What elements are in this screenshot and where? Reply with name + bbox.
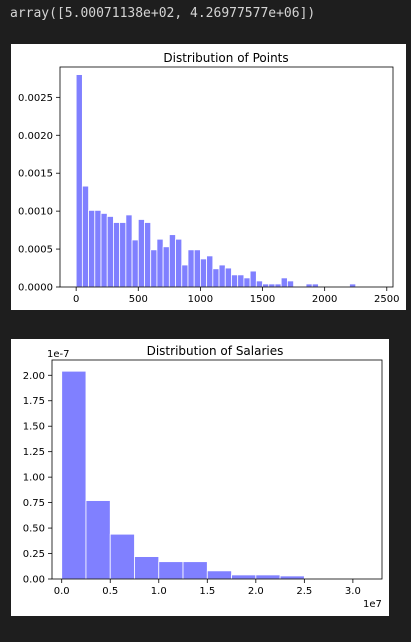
histogram-bar	[113, 222, 121, 288]
histogram-bar	[280, 277, 288, 288]
bars-group	[61, 370, 305, 580]
chart-title: Distribution of Salaries	[147, 344, 284, 358]
plot-frame	[51, 359, 383, 580]
histogram-bar	[109, 533, 135, 580]
histogram-bar	[262, 283, 270, 288]
histogram-bar	[200, 258, 208, 288]
y-tick-label: 0.50	[23, 524, 45, 535]
bars-group	[75, 74, 357, 288]
histogram-bar	[137, 219, 145, 288]
histogram-bar	[279, 575, 305, 580]
histogram-bar	[255, 574, 281, 580]
histogram-bar	[187, 249, 195, 288]
y-tick-label: 1.00	[23, 473, 45, 484]
histogram-bar	[286, 280, 294, 288]
y-tick-label: 0.00	[23, 575, 45, 586]
histogram-bar	[81, 185, 89, 288]
x-tick-label: 1.0	[151, 586, 167, 597]
histogram-bar	[206, 570, 232, 580]
histogram-bar	[224, 267, 232, 288]
histogram-bar	[212, 268, 220, 288]
y-tick-label: 1.75	[23, 396, 45, 407]
histogram-bar	[349, 283, 357, 288]
plot-frame	[59, 66, 394, 288]
histogram-bar	[274, 283, 282, 288]
histogram-bar	[231, 274, 239, 288]
y-tick-label: 0.0025	[18, 93, 53, 104]
histogram-bar	[144, 222, 152, 288]
y-tick-label: 1.50	[23, 422, 45, 433]
histogram-bar	[182, 561, 208, 580]
histogram-bar	[181, 264, 189, 288]
y-tick-label: 0.0000	[18, 283, 53, 294]
histogram-bar	[218, 264, 226, 288]
histogram-bar	[311, 283, 319, 288]
x-tick-label: 1.5	[199, 586, 215, 597]
histogram-bar	[243, 277, 251, 288]
histogram-bar	[175, 238, 183, 288]
y-tick-label: 0.0010	[18, 207, 53, 218]
cell-output-text: array([5.00071138e+02, 4.26977577e+06])	[10, 6, 316, 21]
y-tick-label: 0.0005	[18, 245, 53, 256]
axes-group: 0.00 0.25 0.50 0.75 1.00 1.25 1.50 1.75 2.00 0.0 0…	[23, 359, 383, 597]
histogram-bar	[231, 574, 257, 580]
x-tick-label: 1500	[250, 294, 275, 305]
x-tick-label: 0.0	[54, 586, 70, 597]
y-tick-label: 0.0015	[18, 169, 53, 180]
x-tick-label: 2.0	[248, 586, 264, 597]
y-tick-label: 2.00	[23, 371, 45, 382]
salaries-histogram-svg: Distribution of Salaries 1e-7 1e7 0.000.…	[23, 344, 383, 610]
histogram-bar	[131, 239, 139, 288]
histogram-bar	[100, 213, 108, 288]
x-axis-offset-label: 1e7	[363, 599, 382, 610]
x-tick-label: 1000	[188, 294, 213, 305]
x-tick-label: 500	[129, 294, 148, 305]
histogram-bar	[237, 274, 245, 288]
x-tick-label: 2.5	[296, 586, 312, 597]
y-tick-label: 0.25	[23, 549, 45, 560]
histogram-bar	[168, 234, 176, 288]
histogram-bar	[94, 209, 102, 288]
x-tick-label: 2000	[312, 294, 337, 305]
histogram-bar	[75, 74, 83, 288]
histogram-bar	[156, 238, 164, 288]
histogram-bar	[119, 222, 127, 288]
histogram-bar	[305, 283, 313, 288]
axes-group: 0.0000 0.0005 0.0010 0.0015 0.0020 0.0025 0 500…	[18, 66, 400, 305]
chart-title: Distribution of Points	[163, 51, 288, 65]
salaries-histogram-figure: Distribution of Salaries 1e-7 1e7 0.00 0.…	[11, 339, 389, 616]
x-tick-label: 3.0	[345, 586, 361, 597]
points-histogram-svg: Distribution of Points 0.0000 0.0005 0.001…	[18, 51, 400, 305]
histogram-bar	[88, 209, 96, 288]
x-tick-label: 0.5	[102, 586, 118, 597]
histogram-bar	[158, 561, 184, 580]
histogram-bar	[61, 370, 87, 580]
x-tick-label: 2500	[374, 294, 399, 305]
y-tick-label: 0.0020	[18, 131, 53, 142]
y-axis-offset-label: 1e-7	[47, 349, 70, 360]
histogram-bar	[193, 249, 201, 288]
y-tick-label: 0.75	[23, 498, 45, 509]
histogram-bar	[134, 556, 160, 580]
histogram-bar	[268, 283, 276, 288]
histogram-bar	[249, 270, 257, 288]
histogram-bar	[85, 500, 111, 580]
histogram-bar	[255, 280, 263, 288]
histogram-bar	[106, 216, 114, 288]
histogram-bar	[162, 246, 170, 288]
histogram-bar	[150, 249, 158, 288]
points-histogram-figure: Distribution of Points 0.0000 0.0005 0.001…	[11, 44, 406, 310]
histogram-bar	[206, 255, 214, 288]
y-tick-label: 1.25	[23, 447, 45, 458]
histogram-bar	[125, 214, 133, 288]
x-tick-label: 0	[73, 294, 79, 305]
